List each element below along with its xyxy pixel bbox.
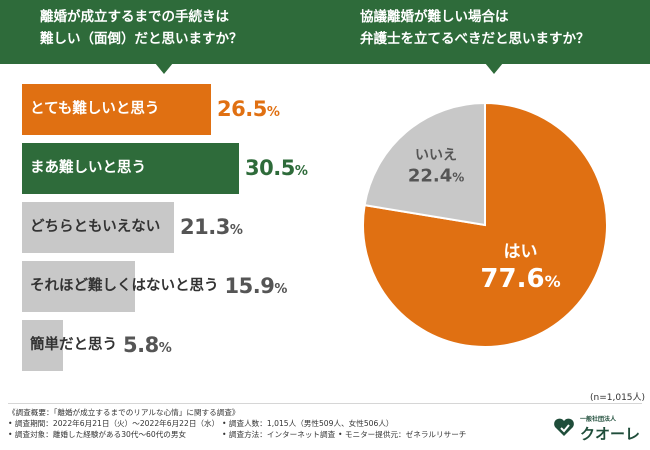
bar-label-5: 簡単だと思う bbox=[30, 337, 117, 353]
bar-5 bbox=[22, 320, 63, 371]
survey-footer: 《調査概要：「離婚が成立するまでのリアルな心情」に関する調査》 • 調査期間：2… bbox=[8, 407, 466, 440]
survey-monitor: • モニター提供元：ゼネラルリサーチ bbox=[338, 430, 467, 439]
bar-value-3: 21.3% bbox=[180, 215, 243, 239]
survey-title: 《調査概要：「離婚が成立するまでのリアルな心情」に関する調査》 bbox=[8, 408, 240, 417]
logo-name: クオーレ bbox=[580, 425, 641, 443]
survey-target: • 調査対象：離婚した経験がある30代～60代の男女 bbox=[8, 430, 187, 439]
cuore-logo-icon bbox=[554, 418, 574, 436]
left-header-pointer bbox=[155, 63, 173, 74]
pie-slice-2 bbox=[363, 101, 486, 227]
bar-label-2: まあ難しいと思う bbox=[30, 160, 146, 176]
footer-divider bbox=[8, 403, 642, 404]
right-question-line2: 弁護士を立てるべきだと思いますか？ bbox=[360, 31, 590, 47]
bar-value-4: 15.9% bbox=[224, 274, 288, 298]
bar-2 bbox=[22, 143, 239, 194]
bar-label-4: それほど難しくはないと思う bbox=[30, 278, 219, 294]
bar-label-1: とても難しいと思う bbox=[30, 101, 160, 117]
left-question: 離婚が成立するまでの手続きは 難しい（面倒）だと思いますか？ bbox=[40, 6, 300, 50]
survey-people: • 調査人数：1,015人（男性509人、女性506人） bbox=[222, 419, 394, 428]
bar-3 bbox=[22, 202, 174, 253]
pie-label-2: いいえ bbox=[415, 147, 457, 163]
bar-label-3: どちらともいえない bbox=[30, 219, 161, 235]
bar-1 bbox=[22, 84, 211, 135]
pie-value-1: 77.6% bbox=[480, 264, 560, 294]
bar-value-5: 5.8% bbox=[123, 333, 172, 357]
bar-value-1: 26.5% bbox=[217, 97, 280, 121]
bar-chart: とても難しいと思う 26.5% まあ難しいと思う 30.5% どちらともいえない 21.3… bbox=[22, 84, 322, 384]
survey-method: • 調査方法：インターネット調査 bbox=[222, 430, 336, 439]
survey-period: • 調査期間：2022年6月21日（火）～2022年6月22日（水） bbox=[8, 419, 220, 428]
left-question-line1: 離婚が成立するまでの手続きは bbox=[40, 9, 229, 25]
pie-label-1: はい bbox=[504, 242, 538, 262]
right-question: 協議離婚が難しい場合は 弁護士を立てるべきだと思いますか？ bbox=[360, 6, 640, 50]
right-question-line1: 協議離婚が難しい場合は bbox=[360, 9, 509, 25]
left-question-line2: 難しい（面倒）だと思いますか？ bbox=[40, 31, 243, 47]
pie-value-2: 22.4% bbox=[408, 165, 464, 186]
cuore-logo: 一般社団法人 クオーレ bbox=[552, 412, 644, 444]
bar-value-2: 30.5% bbox=[245, 156, 308, 180]
bar-4 bbox=[22, 261, 135, 312]
logo-subtitle: 一般社団法人 bbox=[580, 416, 617, 423]
right-header-pointer bbox=[485, 63, 503, 74]
header-banner: 離婚が成立するまでの手続きは 難しい（面倒）だと思いますか？ 協議離婚が難しい場… bbox=[0, 0, 650, 64]
sample-size-note: (n=1,015人) bbox=[590, 393, 646, 403]
